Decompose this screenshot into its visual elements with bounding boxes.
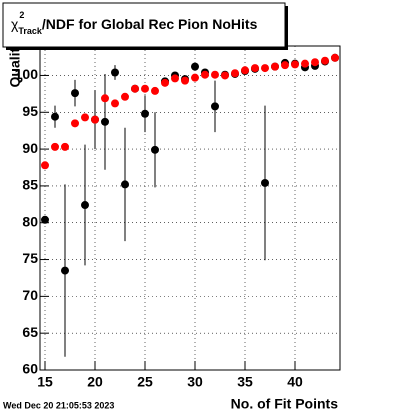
y-tick-label: 70: [22, 287, 38, 303]
data-point: [61, 266, 69, 275]
data-point: [101, 117, 109, 126]
data-point: [231, 69, 239, 78]
data-point: [281, 61, 289, 70]
y-axis-label: Quality: [7, 40, 23, 88]
data-point: [201, 70, 209, 79]
data-point: [311, 58, 319, 67]
data-point: [71, 89, 79, 98]
x-tick-label: 30: [187, 374, 203, 390]
x-tick-label: 35: [237, 374, 253, 390]
data-point: [141, 109, 149, 118]
data-point: [111, 68, 119, 77]
data-point: [71, 119, 79, 128]
data-point: [261, 64, 269, 73]
y-tick-label: 100: [15, 66, 39, 82]
data-point: [151, 86, 159, 95]
data-point: [191, 62, 199, 71]
data-point: [241, 66, 249, 75]
data-point: [41, 215, 49, 224]
data-point: [51, 142, 59, 151]
data-point: [171, 74, 179, 83]
data-point: [301, 59, 309, 68]
timestamp: Wed Dec 20 21:05:53 2023: [3, 400, 114, 410]
y-tick-label: 75: [22, 250, 38, 266]
data-point: [121, 180, 129, 189]
data-point: [131, 84, 139, 93]
data-point: [261, 178, 269, 187]
y-tick-label: 65: [22, 324, 38, 340]
title-symbol: χ: [11, 16, 19, 32]
frame: [39, 45, 341, 371]
data-point: [91, 115, 99, 124]
data-point: [211, 102, 219, 111]
data-point: [111, 99, 119, 108]
x-tick-label: 15: [37, 374, 53, 390]
data-point: [51, 112, 59, 121]
data-point: [61, 142, 69, 151]
x-axis-label: No. of Fit Points: [231, 396, 339, 412]
x-tick-label: 20: [87, 374, 103, 390]
data-point: [191, 73, 199, 82]
data-point: [271, 62, 279, 71]
data-point: [321, 56, 329, 65]
data-point: [331, 53, 339, 62]
title-box: [2, 2, 286, 48]
chart-title: χ2 Track/NDF for Global Rec Pion NoHits: [11, 10, 258, 36]
data-point: [41, 161, 49, 170]
y-tick-label: 85: [22, 177, 38, 193]
title-sub: Track: [18, 26, 43, 36]
title-sup: 2: [19, 10, 24, 20]
data-point: [151, 145, 159, 154]
data-point: [251, 64, 259, 73]
data-point: [101, 94, 109, 103]
data-point: [291, 60, 299, 69]
x-tick-label: 25: [137, 374, 153, 390]
plot-layer: 60 65 70 75 80 85 90 95 100 15 20 25 30 35 40: [15, 46, 340, 390]
title-rest: /NDF for Global Rec Pion NoHits: [42, 16, 258, 32]
y-tick-label: 90: [22, 140, 38, 156]
x-tick-label: 40: [287, 374, 303, 390]
data-point: [181, 76, 189, 85]
data-point: [141, 84, 149, 93]
y-tick-label: 95: [22, 103, 38, 119]
y-tick-label: 60: [22, 361, 38, 377]
data-point: [81, 201, 89, 210]
data-point: [121, 92, 129, 101]
data-point: [161, 78, 169, 87]
data-point: [211, 70, 219, 79]
data-point: [81, 113, 89, 122]
y-tick-label: 80: [22, 213, 38, 229]
data-point: [221, 71, 229, 80]
